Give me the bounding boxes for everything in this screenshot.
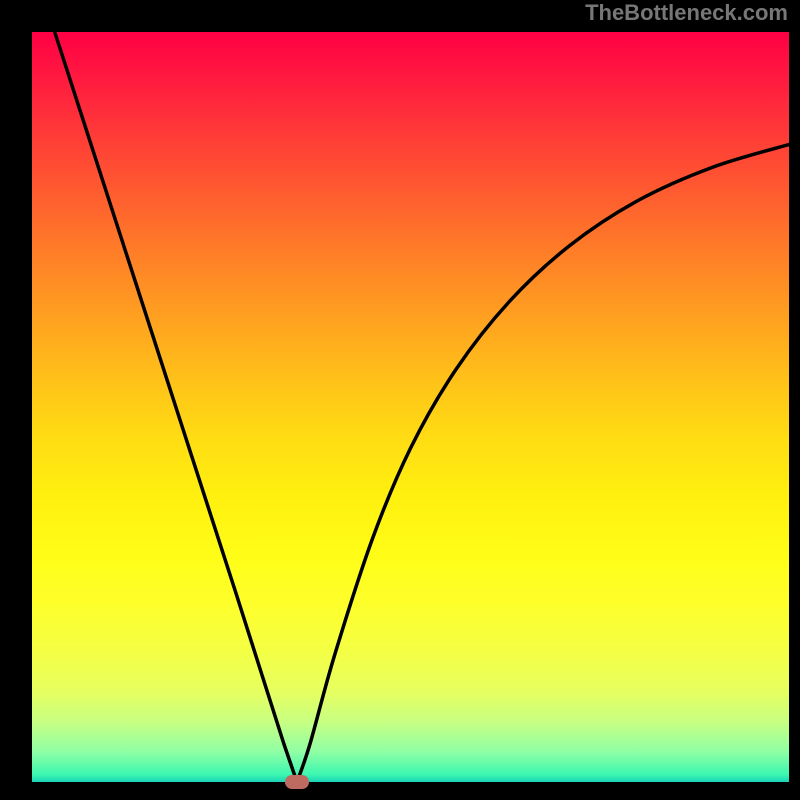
- curve-layer: [0, 0, 800, 800]
- bottleneck-curve: [55, 32, 789, 782]
- apex-marker: [285, 775, 309, 789]
- chart-frame: TheBottleneck.com: [0, 0, 800, 800]
